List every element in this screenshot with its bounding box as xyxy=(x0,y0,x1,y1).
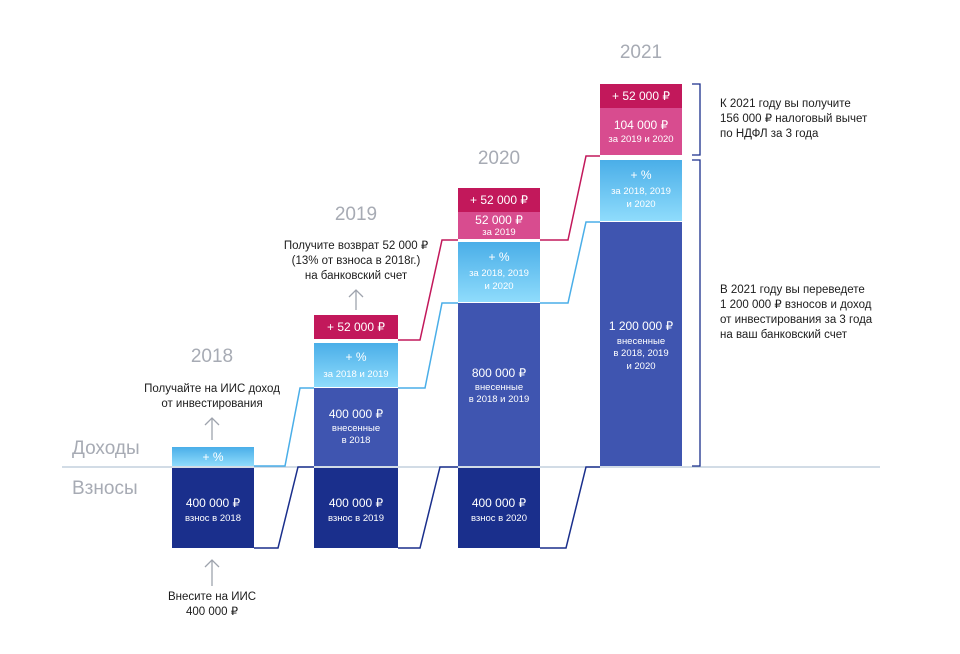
interest-block-2019 xyxy=(314,343,398,387)
interest-block-2021 xyxy=(600,160,682,221)
interest-2019-caption: за 2018 и 2019 xyxy=(323,369,388,380)
refund-2021-value: 104 000 ₽ xyxy=(614,118,669,132)
arrow-up-icon xyxy=(204,417,220,440)
interest-2021-caption-2: и 2020 xyxy=(626,199,655,210)
contribution-2020-value: 400 000 ₽ xyxy=(472,496,527,510)
accumulated-2019-caption-1: внесенные xyxy=(332,423,380,434)
contribution-block-2019 xyxy=(314,468,398,548)
interest-2020-label: + % xyxy=(488,250,509,264)
year-2020-label: 2020 xyxy=(478,148,520,169)
accumulated-block-2020 xyxy=(458,303,540,466)
year-2018-label: 2018 xyxy=(191,346,233,367)
tax-block-2019 xyxy=(314,315,398,339)
transfer-note-line-2: 1 200 000 ₽ взносов и доход xyxy=(720,299,872,311)
refund-note-line-3: на банковский счет xyxy=(305,270,408,282)
interest-block-2018 xyxy=(172,447,254,466)
arrow-up-icon xyxy=(348,289,364,310)
contribution-block-2018 xyxy=(172,468,254,548)
accumulated-2019-caption-2: в 2018 xyxy=(342,435,371,446)
deduction-note-line-1: К 2021 году вы получите xyxy=(720,98,851,110)
transfer-bracket xyxy=(692,159,701,467)
refund-note-line-2: (13% от взноса в 2018г.) xyxy=(292,255,421,267)
contribution-2018-caption: взнос в 2018 xyxy=(185,513,241,524)
connector-interest-2019-2020 xyxy=(398,302,458,389)
accumulated-block-2019 xyxy=(314,388,398,466)
accumulated-block-2021 xyxy=(600,222,682,466)
deduction-bracket xyxy=(692,83,701,156)
transfer-note-line-3: от инвестирования за 3 года xyxy=(720,314,873,326)
interest-2018-label: + % xyxy=(202,450,223,464)
contribution-2018-value: 400 000 ₽ xyxy=(186,496,241,510)
tax-block-2021 xyxy=(600,84,682,108)
transfer-note-line-1: В 2021 году вы переведете xyxy=(720,284,865,296)
accumulated-2020-caption-1: внесенные xyxy=(475,382,523,393)
interest-2020-caption-2: и 2020 xyxy=(484,281,513,292)
refund-note-line-1: Получите возврат 52 000 ₽ xyxy=(284,240,429,252)
interest-2019-label: + % xyxy=(345,350,366,364)
deduction-note-line-3: по НДФЛ за 3 года xyxy=(720,128,819,140)
column-2019: + 52 000 ₽ + % за 2018 и 2019 400 000 ₽ … xyxy=(314,315,398,548)
connector-refund-2019-2020 xyxy=(398,239,458,341)
interest-block-2020 xyxy=(458,242,540,302)
interest-2021-caption-1: за 2018, 2019 xyxy=(611,186,671,197)
contribution-block-2020 xyxy=(458,468,540,548)
accumulated-2021-caption-1: внесенные xyxy=(617,336,665,347)
contribution-2019-value: 400 000 ₽ xyxy=(329,496,384,510)
tax-2020-label: + 52 000 ₽ xyxy=(470,193,528,207)
tax-2019-label: + 52 000 ₽ xyxy=(327,320,385,334)
refund-block-2020 xyxy=(458,212,540,239)
accumulated-2019-value: 400 000 ₽ xyxy=(329,407,384,421)
deposit-note-line-2: 400 000 ₽ xyxy=(186,606,239,618)
income-note-line-1: Получайте на ИИС доход xyxy=(144,383,280,395)
contribution-2019-caption: взнос в 2019 xyxy=(328,513,384,524)
deduction-note-line-2: 156 000 ₽ налоговый вычет xyxy=(720,113,868,125)
connector-interest-2020-2021 xyxy=(540,221,600,304)
accumulated-2021-caption-2: в 2018, 2019 xyxy=(613,348,668,359)
contributions-row-label: Взносы xyxy=(72,478,138,499)
connector-contribution-2019-2020 xyxy=(398,466,458,549)
accumulated-2021-value: 1 200 000 ₽ xyxy=(609,319,674,333)
refund-2021-caption: за 2019 и 2020 xyxy=(608,134,673,145)
tax-block-2020 xyxy=(458,188,540,212)
year-2021-label: 2021 xyxy=(620,42,662,63)
transfer-note-line-4: на ваш банковский счет xyxy=(720,329,848,341)
connector-refund-2020-2021 xyxy=(540,155,600,241)
connector-contribution-2020-2021 xyxy=(540,466,600,549)
income-note-line-2: от инвестирования xyxy=(161,398,262,410)
column-2021: + 52 000 ₽ 104 000 ₽ за 2019 и 2020 + % … xyxy=(600,84,682,466)
column-2018: + % 400 000 ₽ взнос в 2018 xyxy=(172,447,254,548)
connector-contribution-2018-2019 xyxy=(254,466,314,549)
deposit-note-line-1: Внесите на ИИС xyxy=(168,591,256,603)
refund-block-2021 xyxy=(600,108,682,155)
refund-2020-value: 52 000 ₽ xyxy=(475,213,523,227)
accumulated-2020-value: 800 000 ₽ xyxy=(472,366,527,380)
connector-interest-2018-2019 xyxy=(254,387,314,467)
column-2020: + 52 000 ₽ 52 000 ₽ за 2019 + % за 2018,… xyxy=(458,188,540,548)
year-2019-label: 2019 xyxy=(335,204,377,225)
accumulated-2021-caption-3: и 2020 xyxy=(626,361,655,372)
interest-2021-label: + % xyxy=(630,168,651,182)
refund-2020-caption: за 2019 xyxy=(482,227,515,238)
contribution-2020-caption: взнос в 2020 xyxy=(471,513,527,524)
interest-2020-caption-1: за 2018, 2019 xyxy=(469,268,529,279)
income-row-label: Доходы xyxy=(72,438,140,459)
tax-2021-label: + 52 000 ₽ xyxy=(612,89,670,103)
arrow-up-icon xyxy=(204,559,220,586)
accumulated-2020-caption-2: в 2018 и 2019 xyxy=(469,394,530,405)
